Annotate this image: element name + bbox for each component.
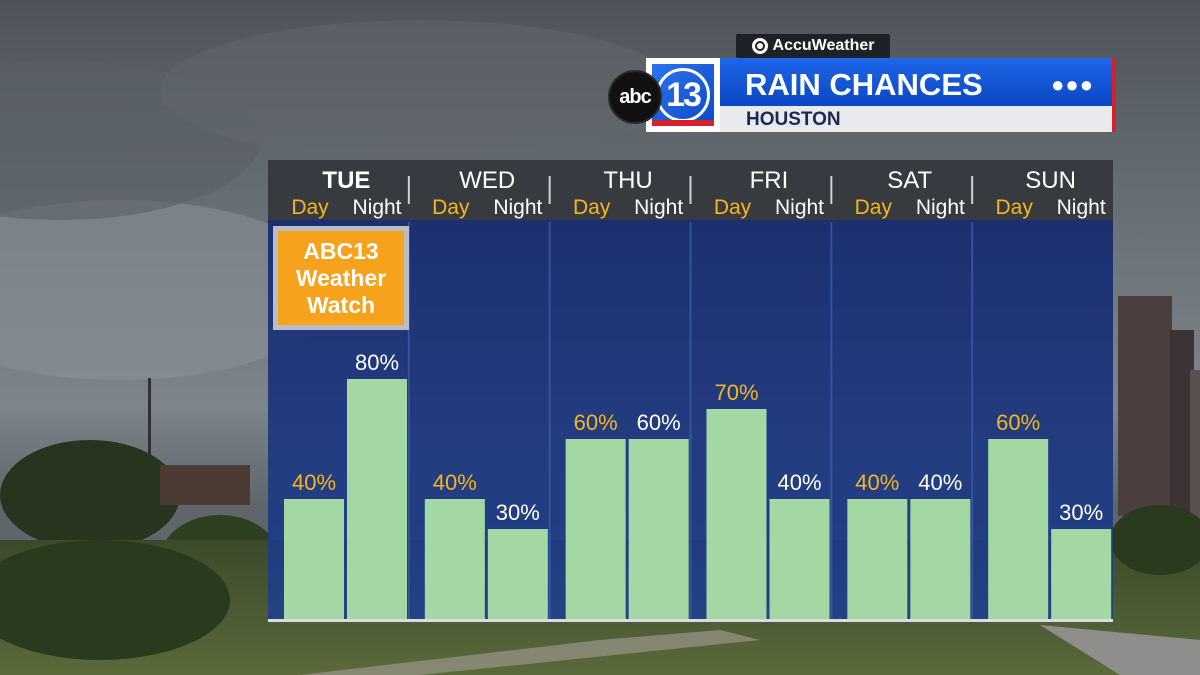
watch-line-1: ABC13 [303,237,379,264]
bar-day [284,499,344,619]
day-label: SAT [887,167,932,194]
bar-night [769,499,830,619]
day-label: SUN [1025,167,1076,194]
ellipsis-icon: ●●● [1051,72,1094,97]
data-label-day: 70% [714,380,758,405]
day-label: TUE [322,167,370,194]
sun-icon [751,38,768,54]
network-logo: abc [608,70,662,124]
period-label-night: Night [352,196,401,219]
bar-night [1051,529,1112,619]
data-label-day: 40% [292,470,336,495]
data-label-day: 60% [996,410,1040,435]
bar-night [628,439,689,619]
period-label-night: Night [916,196,965,219]
bar-night [487,529,548,619]
day-label: WED [459,167,515,194]
period-label-night: Night [1057,196,1106,219]
period-label-night: Night [493,196,542,219]
accuweather-badge: AccuWeather [736,34,890,58]
bar-day [988,439,1049,619]
chart-baseline [268,619,1113,622]
data-label-day: 40% [433,470,477,495]
accuweather-label: AccuWeather [772,37,875,54]
data-label-night: 80% [355,350,399,375]
location-label: HOUSTON [746,109,841,130]
bar-day [847,499,908,619]
data-label-night: 40% [918,470,962,495]
bar-night [347,379,407,619]
period-label-night: Night [634,196,683,219]
bar-day [706,409,767,619]
bar-day [565,439,626,619]
bar-day [424,499,485,619]
data-label-night: 60% [637,410,681,435]
day-label: THU [603,167,652,194]
data-label-night: 40% [777,470,821,495]
period-label-day: Day [714,196,752,219]
period-label-day: Day [432,196,470,219]
watch-line-2: Weather [295,264,387,291]
watch-line-3: Watch [306,291,376,318]
period-label-day: Day [855,196,893,219]
bar-night [910,499,971,619]
station-number: 13 [656,68,710,122]
data-label-day: 60% [574,410,618,435]
title-bar: RAIN CHANCES ●●● [720,58,1116,106]
data-label-night: 30% [1059,500,1103,525]
period-label-day: Day [291,196,329,219]
day-label: FRI [750,167,789,194]
subtitle-bar: HOUSTON [720,106,1116,132]
page-title: RAIN CHANCES [745,67,983,102]
period-label-day: Day [573,196,611,219]
weather-watch-badge: ABC13 Weather Watch [273,226,409,330]
period-label-day: Day [995,196,1033,219]
data-label-day: 40% [855,470,899,495]
period-label-night: Night [775,196,824,219]
data-label-night: 30% [496,500,540,525]
